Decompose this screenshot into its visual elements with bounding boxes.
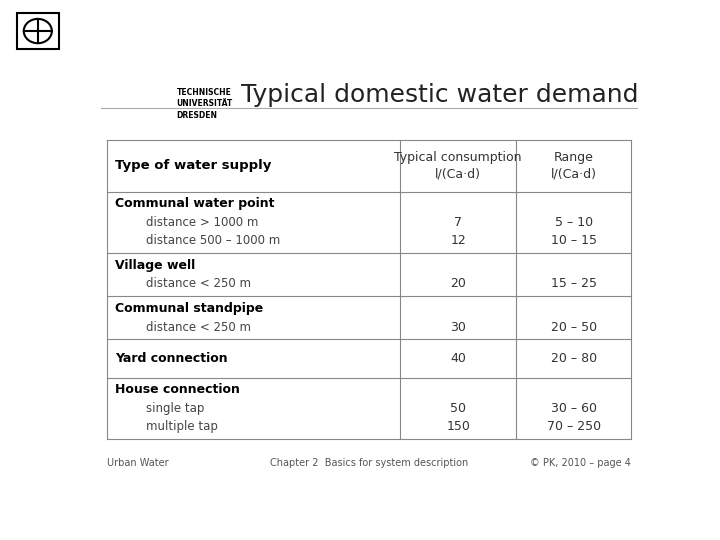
Text: Typical domestic water demand: Typical domestic water demand: [240, 83, 638, 107]
Text: 40: 40: [450, 352, 466, 365]
Text: Range
l/(Ca·d): Range l/(Ca·d): [551, 151, 597, 181]
Text: Urban Water: Urban Water: [107, 458, 168, 468]
Text: 30 – 60: 30 – 60: [551, 402, 597, 415]
Text: 7: 7: [454, 216, 462, 229]
Text: 20: 20: [450, 278, 466, 291]
Text: 15 – 25: 15 – 25: [551, 278, 597, 291]
Text: Chapter 2  Basics for system description: Chapter 2 Basics for system description: [270, 458, 468, 468]
Text: multiple tap: multiple tap: [145, 421, 217, 434]
Text: distance < 250 m: distance < 250 m: [145, 278, 251, 291]
Text: Communal standpipe: Communal standpipe: [115, 302, 264, 315]
Circle shape: [24, 19, 52, 43]
Text: 5 – 10: 5 – 10: [554, 216, 593, 229]
Text: 12: 12: [450, 234, 466, 247]
Text: distance < 250 m: distance < 250 m: [145, 321, 251, 334]
Text: Typical consumption
l/(Ca·d): Typical consumption l/(Ca·d): [395, 151, 522, 181]
Text: 150: 150: [446, 421, 470, 434]
Text: Village well: Village well: [115, 259, 195, 272]
Text: distance 500 – 1000 m: distance 500 – 1000 m: [145, 234, 280, 247]
Text: Communal water point: Communal water point: [115, 197, 274, 211]
Text: TECHNISCHE
UNIVERSITÄT
DRESDEN: TECHNISCHE UNIVERSITÄT DRESDEN: [176, 87, 233, 120]
Text: 20 – 50: 20 – 50: [551, 321, 597, 334]
Text: distance > 1000 m: distance > 1000 m: [145, 216, 258, 229]
Text: 30: 30: [450, 321, 466, 334]
Text: 20 – 80: 20 – 80: [551, 352, 597, 365]
Text: House connection: House connection: [115, 383, 240, 396]
Text: 10 – 15: 10 – 15: [551, 234, 597, 247]
Text: Yard connection: Yard connection: [115, 352, 228, 365]
Text: © PK, 2010 – page 4: © PK, 2010 – page 4: [531, 458, 631, 468]
Text: 50: 50: [450, 402, 466, 415]
Text: Type of water supply: Type of water supply: [115, 159, 271, 172]
Text: 70 – 250: 70 – 250: [546, 421, 600, 434]
Text: single tap: single tap: [145, 402, 204, 415]
